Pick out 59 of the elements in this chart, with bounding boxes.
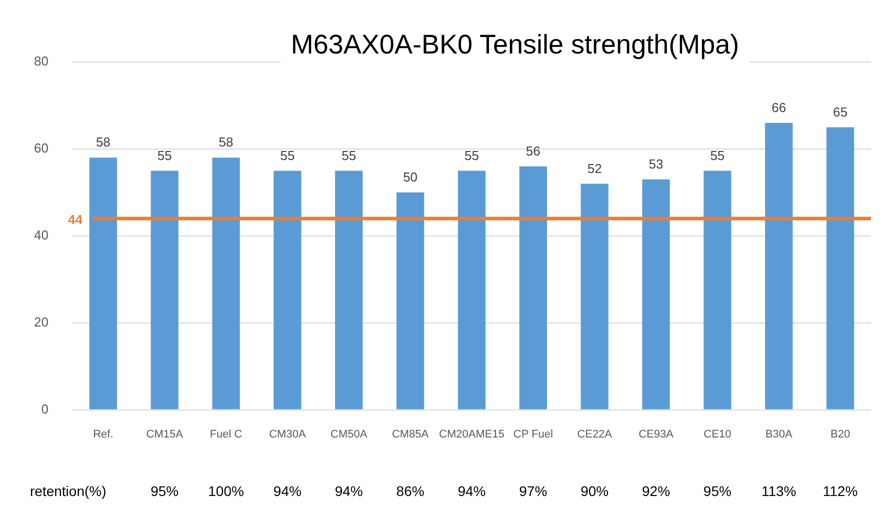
data-label: 66 <box>772 100 786 115</box>
text: retention(%) <box>30 482 106 499</box>
text: 90% <box>580 482 609 499</box>
text: 94% <box>273 482 302 499</box>
text: 95% <box>150 482 179 499</box>
x-tick-label: CP Fuel <box>513 428 553 440</box>
data-label: 55 <box>710 148 725 163</box>
x-tick-label: CM30A <box>269 428 306 440</box>
x-tick-label: Ref. <box>93 428 114 440</box>
text: 95% <box>703 482 732 499</box>
x-tick-label: CE93A <box>638 428 674 440</box>
x-tick-label: Fuel C <box>210 428 242 440</box>
data-label: 53 <box>648 156 664 172</box>
y-tick-label: 60 <box>34 140 48 156</box>
y-tick-label: 80 <box>34 54 48 69</box>
x-tick-label: CM85A <box>392 428 430 440</box>
y-tick-label: 0 <box>41 401 48 416</box>
data-label: 58 <box>218 134 234 150</box>
bar <box>458 170 486 410</box>
bar <box>826 127 854 410</box>
text: 112% <box>822 482 858 499</box>
text: 100% <box>208 482 244 499</box>
x-tick-label: CE10 <box>704 428 732 440</box>
x-tick-label: CM15A <box>146 428 184 440</box>
x-tick-label: CM50A <box>330 428 368 440</box>
x-tick-label: CE22A <box>577 428 613 440</box>
data-label: 55 <box>280 148 295 163</box>
text: 113% <box>761 482 796 499</box>
bar <box>765 122 793 410</box>
data-label: 58 <box>96 134 110 150</box>
x-tick-label: CM20AME15 <box>439 428 504 440</box>
bar <box>642 179 670 410</box>
text: 86% <box>396 482 424 499</box>
chart-title: M63AX0A-BK0 Tensile strength(Mpa) <box>290 29 740 60</box>
data-label: 55 <box>342 148 356 163</box>
y-tick-label: 20 <box>34 314 48 330</box>
bar <box>150 170 178 410</box>
x-tick-label: B30A <box>765 428 793 440</box>
text: 97% <box>519 482 548 499</box>
bar <box>396 192 424 410</box>
bar <box>212 158 240 410</box>
data-label: 50 <box>403 170 418 185</box>
bar <box>89 158 117 410</box>
data-label: 55 <box>464 148 479 163</box>
text: 92% <box>642 482 670 499</box>
bar <box>704 170 732 410</box>
data-label: 65 <box>833 104 848 120</box>
x-tick-label: B20 <box>830 428 850 440</box>
data-label: 55 <box>157 148 172 163</box>
text: 94% <box>458 482 486 499</box>
text: 94% <box>334 482 363 499</box>
bar <box>580 184 608 410</box>
data-label: 52 <box>587 160 602 176</box>
bar <box>274 170 302 410</box>
bar <box>519 166 547 410</box>
data-label: 56 <box>526 143 540 158</box>
bar <box>335 170 363 410</box>
y-tick-label: 40 <box>34 227 48 242</box>
ref-line-label: 44 <box>68 212 84 228</box>
